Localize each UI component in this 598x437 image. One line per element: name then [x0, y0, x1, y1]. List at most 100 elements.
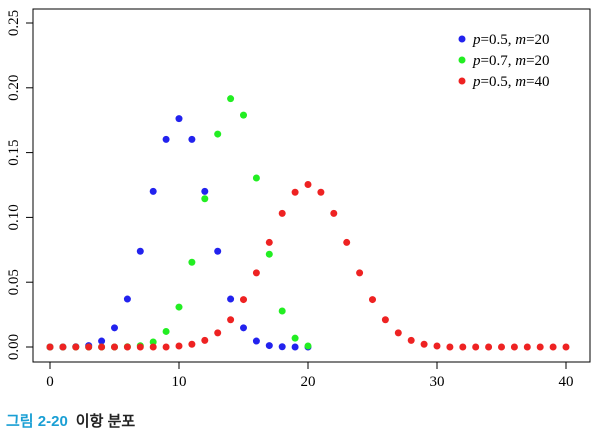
- data-point: [446, 343, 454, 351]
- legend: p=0.5, m=20 p=0.7, m=20 p=0.5, m=40: [458, 32, 550, 90]
- data-points: [46, 95, 570, 351]
- data-point: [407, 336, 415, 344]
- legend-item: p=0.5, m=40: [458, 74, 550, 90]
- data-point: [252, 174, 260, 182]
- y-tick-label: 0.20: [6, 75, 22, 101]
- legend-item: p=0.5, m=20: [458, 32, 550, 48]
- data-point: [175, 115, 183, 123]
- data-point: [136, 343, 144, 351]
- data-point: [123, 295, 131, 303]
- data-point: [356, 269, 364, 277]
- data-point: [188, 135, 196, 143]
- legend-marker: [458, 77, 466, 85]
- data-point: [201, 195, 209, 203]
- figure-number: 그림 2-20: [6, 413, 68, 430]
- legend-label: p=0.5, m=40: [472, 74, 550, 90]
- data-point: [562, 343, 570, 351]
- data-point: [98, 343, 106, 351]
- legend-marker: [458, 35, 466, 43]
- data-point: [214, 247, 222, 255]
- data-point: [175, 303, 183, 311]
- data-point: [46, 343, 54, 351]
- data-point: [162, 343, 170, 351]
- data-point: [265, 342, 273, 350]
- series-3: [46, 180, 570, 351]
- data-point: [304, 180, 312, 188]
- data-point: [433, 342, 441, 350]
- data-point: [201, 187, 209, 195]
- data-point: [278, 209, 286, 217]
- data-point: [330, 209, 338, 217]
- data-point: [459, 343, 467, 351]
- data-point: [485, 343, 493, 351]
- data-point: [162, 135, 170, 143]
- data-point: [420, 340, 428, 348]
- data-point: [536, 343, 544, 351]
- data-point: [240, 296, 247, 304]
- y-tick-label: 0.00: [6, 334, 22, 360]
- y-tick-label: 0.15: [6, 139, 22, 165]
- data-point: [149, 187, 157, 195]
- series-2: [46, 95, 312, 351]
- data-point: [188, 258, 196, 266]
- legend-label: p=0.5, m=20: [472, 32, 550, 48]
- data-point: [291, 334, 299, 342]
- data-point: [214, 130, 222, 138]
- figure-caption: 그림 2-20 이항 분포: [6, 410, 135, 431]
- data-point: [227, 316, 235, 324]
- data-point: [240, 111, 247, 119]
- data-point: [59, 343, 67, 351]
- data-point: [175, 342, 183, 350]
- y-tick-label: 0.10: [6, 204, 22, 230]
- data-point: [304, 342, 312, 350]
- data-point: [240, 324, 247, 332]
- y-tick-label: 0.25: [6, 10, 22, 36]
- y-tick-label: 0.05: [6, 269, 22, 295]
- binomial-scatter-chart: 0 10 20 30 40 0.00 0.05 0.10 0.15 0.20 0.25 p=0.5…: [6, 8, 591, 390]
- data-point: [265, 238, 273, 246]
- data-point: [498, 343, 505, 351]
- legend-label: p=0.7, m=20: [472, 53, 550, 69]
- data-point: [343, 238, 351, 246]
- data-point: [317, 188, 325, 196]
- x-tick-label: 30: [430, 374, 445, 390]
- y-axis: 0.00 0.05 0.10 0.15 0.20 0.25: [6, 10, 34, 360]
- data-point: [472, 343, 480, 351]
- legend-item: p=0.7, m=20: [458, 53, 550, 69]
- x-axis: 0 10 20 30 40: [46, 361, 574, 390]
- data-point: [252, 337, 260, 345]
- data-point: [523, 343, 531, 351]
- data-point: [394, 329, 402, 337]
- data-point: [201, 336, 209, 344]
- data-point: [149, 343, 157, 351]
- x-tick-label: 40: [559, 374, 574, 390]
- data-point: [227, 295, 235, 303]
- data-point: [162, 327, 170, 335]
- figure-title: 이항 분포: [75, 413, 136, 430]
- data-point: [98, 337, 106, 345]
- data-point: [278, 307, 286, 315]
- data-point: [252, 269, 260, 277]
- x-tick-label: 0: [46, 374, 54, 390]
- series-1: [46, 115, 312, 351]
- x-tick-label: 10: [172, 374, 187, 390]
- data-point: [278, 343, 286, 351]
- data-point: [265, 250, 273, 258]
- data-point: [291, 343, 299, 351]
- x-tick-label: 20: [301, 374, 316, 390]
- data-point: [369, 296, 376, 304]
- data-point: [111, 324, 118, 332]
- data-point: [510, 343, 518, 351]
- data-point: [381, 316, 389, 324]
- data-point: [111, 343, 118, 351]
- data-point: [123, 343, 131, 351]
- data-point: [291, 188, 299, 196]
- data-point: [188, 340, 196, 348]
- data-point: [214, 329, 222, 337]
- legend-marker: [458, 56, 466, 64]
- data-point: [227, 95, 235, 103]
- data-point: [85, 343, 93, 351]
- data-point: [72, 343, 80, 351]
- data-point: [549, 343, 557, 351]
- data-point: [136, 247, 144, 255]
